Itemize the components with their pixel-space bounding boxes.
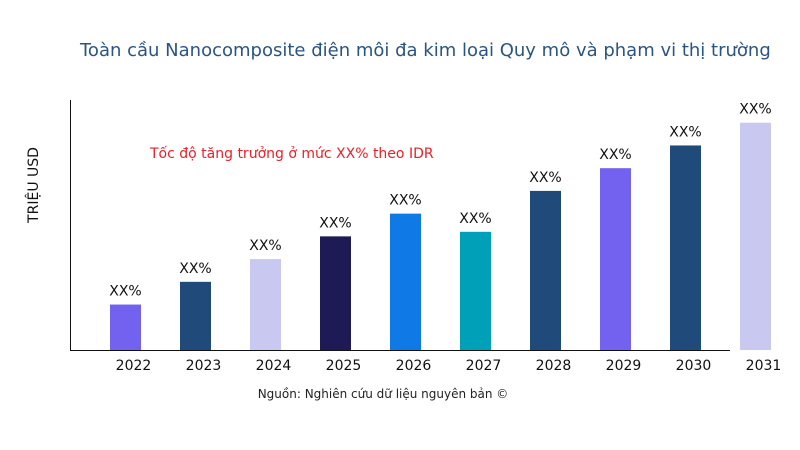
data-label-2030: XX% xyxy=(669,124,701,140)
x-tick-label-2029: 2029 xyxy=(606,358,642,374)
bar-2028 xyxy=(530,190,561,350)
data-label-2031: XX% xyxy=(739,102,771,118)
data-label-2022: XX% xyxy=(109,284,141,300)
bar-2026 xyxy=(390,213,421,350)
source-note: Nguồn: Nghiên cứu dữ liệu nguyên bản © xyxy=(257,387,509,401)
data-label-2025: XX% xyxy=(319,215,351,231)
x-tick-label-2026: 2026 xyxy=(396,358,432,374)
bar-2025 xyxy=(320,236,351,350)
data-label-2024: XX% xyxy=(249,238,281,254)
x-tick-label-2024: 2024 xyxy=(256,358,292,374)
growth-annotation: Tốc độ tăng trưởng ở mức XX% theo IDR xyxy=(150,146,434,162)
x-tick-label-2025: 2025 xyxy=(326,358,362,374)
bar-2027 xyxy=(460,231,491,350)
x-tick-label-2023: 2023 xyxy=(186,358,222,374)
x-tick-label-2030: 2030 xyxy=(676,358,712,374)
data-label-2023: XX% xyxy=(179,261,211,277)
chart-title: Toàn cầu Nanocomposite điện môi đa kim l… xyxy=(80,40,771,61)
bar-2029 xyxy=(600,168,631,350)
bar-2024 xyxy=(250,259,281,350)
bar-2023 xyxy=(180,281,211,350)
data-label-2026: XX% xyxy=(389,193,421,209)
data-label-2027: XX% xyxy=(459,211,491,227)
data-label-2028: XX% xyxy=(529,170,561,186)
x-tick-label-2027: 2027 xyxy=(466,358,502,374)
bar-2031 xyxy=(740,122,771,351)
x-tick-label-2031: 2031 xyxy=(746,358,782,374)
data-label-2029: XX% xyxy=(599,147,631,163)
bar-2022 xyxy=(110,304,141,350)
x-tick-label-2028: 2028 xyxy=(536,358,572,374)
bar-2030 xyxy=(670,145,701,350)
x-tick-label-2022: 2022 xyxy=(116,358,152,374)
